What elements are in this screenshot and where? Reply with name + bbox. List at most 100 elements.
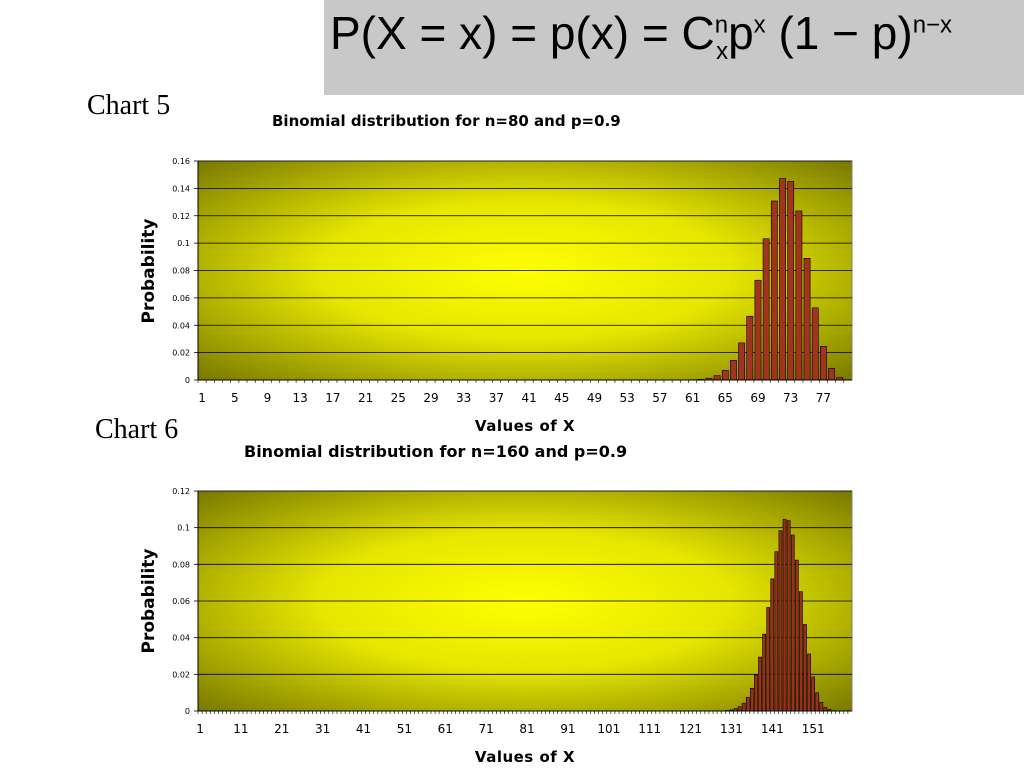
chart5-ytick-label: 0.12 [172,212,190,221]
chart6-xtick-label: 151 [802,722,825,736]
chart5-xtick-label: 61 [685,391,700,405]
formula-p: p [728,7,754,59]
chart6-xtick-label: 141 [761,722,784,736]
chart6-xtick-label: 121 [679,722,702,736]
chart5-xtick-label: 33 [456,391,471,405]
chart5-ytick-label: 0 [185,376,190,385]
chart6-title: Binomial distribution for n=160 and p=0.… [244,442,628,461]
chart5-bar [730,359,737,381]
chart6-bar [819,702,824,712]
chart6-ytick-label: 0.12 [172,487,190,496]
chart5-xlabel: Values of X [475,417,575,435]
chart6-bar [741,702,746,712]
chart5-xtick-label: 5 [231,391,239,405]
chart6-xtick-label: 71 [479,722,494,736]
chart5-bar [795,210,803,381]
chart6-bar [737,706,742,712]
formula-lhs: P(X = x) = p(x) = C [330,7,715,59]
chart5-xtick-label: 53 [620,391,635,405]
chart6-bar [750,687,754,712]
chart6-bar [782,518,787,712]
formula-c-sub: x [716,38,729,66]
binomial-formula: P(X = x) = p(x) = Cnxpx (1 − p)n−x [330,6,952,66]
chart5-bar [721,370,729,381]
chart5-xtick-label: 17 [325,391,340,405]
formula-c-sup: n [714,11,729,39]
chart6-bar [774,551,779,712]
chart5-xtick-label: 41 [521,391,536,405]
chart6-xtick-label: 21 [274,722,289,736]
chart5-xtick-label: 25 [391,391,406,405]
chart5-xtick-label: 57 [652,391,667,405]
chart6-xtick-label: 101 [597,722,620,736]
chart6-xtick-label: 91 [560,722,575,736]
chart6-xtick-label: 1 [196,722,204,736]
chart5-bar [713,375,721,381]
chart6-bar [807,653,811,712]
chart5-ylabel: Probability [139,218,159,323]
chart5-ytick-label: 0.02 [172,349,190,358]
chart5-bar [811,307,819,381]
chart6-bar [758,656,762,712]
chart5-ytick-label: 0.14 [172,184,190,193]
chart6-xtick-label: 111 [638,722,661,736]
chart5-title: Binomial distribution for n=80 and p=0.9 [272,112,621,130]
chart6-xtick-label: 51 [397,722,412,736]
chart6-xtick-label: 81 [519,722,534,736]
chart5-xtick-label: 77 [816,391,831,405]
chart5-ytick-label: 0.1 [177,239,190,248]
chart6-ytick-label: 0.08 [172,560,190,569]
chart5-xtick-label: 13 [293,391,308,405]
chart5-xtick-label: 9 [264,391,272,405]
chart6-bar [803,624,807,712]
chart6-ytick-label: 0.06 [172,597,190,606]
chart5-bar [754,279,762,381]
formula-rest-sup: n−x [912,11,953,39]
chart6-bar [823,707,828,712]
chart6-ytick-label: 0.1 [177,524,190,533]
chart5-bar [770,200,778,381]
chart6-bar [778,530,783,712]
chart5-bar [819,346,827,381]
chart6-ytick-label: 0.04 [172,634,190,643]
chart5-xtick-label: 49 [587,391,602,405]
chart5-ytick-label: 0.06 [172,294,190,303]
chart6-xtick-label: 131 [720,722,743,736]
chart6-xtick-label: 31 [315,722,330,736]
chart5-bar [762,238,770,381]
chart6-bar [762,633,766,712]
formula-rest: (1 − p) [765,7,913,59]
chart6-ylabel: Probability [139,548,159,653]
chart5-xtick-label: 37 [489,391,504,405]
chart6-bar [811,676,816,712]
chart6-bar [794,559,799,712]
chart5-xtick-label: 29 [423,391,438,405]
chart6-bar [745,696,750,712]
chart5-xtick-label: 73 [783,391,798,405]
chart6-bar [770,578,775,712]
chart6-xlabel: Values of X [475,748,575,766]
chart5-bar [803,258,811,381]
chart5-bar [787,181,795,381]
chart5-bar [779,178,786,381]
chart5-label: Chart 5 [87,90,171,121]
chart6-xtick-label: 11 [233,722,248,736]
chart6-bar [766,607,771,712]
chart5-xtick-label: 21 [358,391,373,405]
chart5-bar [746,315,754,381]
formula-p-sup: x [753,11,766,39]
chart5-xtick-label: 65 [718,391,733,405]
chart6-label: Chart 6 [95,414,179,445]
chart5-ytick-label: 0.08 [172,267,190,276]
chart6-ytick-label: 0.02 [172,670,190,679]
chart5-xtick-label: 45 [554,391,569,405]
chart5-ytick-label: 0.16 [172,157,190,166]
chart6-bar [786,520,791,712]
chart5-xtick-label: 69 [750,391,765,405]
chart5-ytick-label: 0.04 [172,321,190,330]
chart6-bar [790,534,795,712]
chart5-xtick-label: 1 [198,391,206,405]
chart6-bar [754,674,758,712]
chart6-bar [815,692,820,712]
